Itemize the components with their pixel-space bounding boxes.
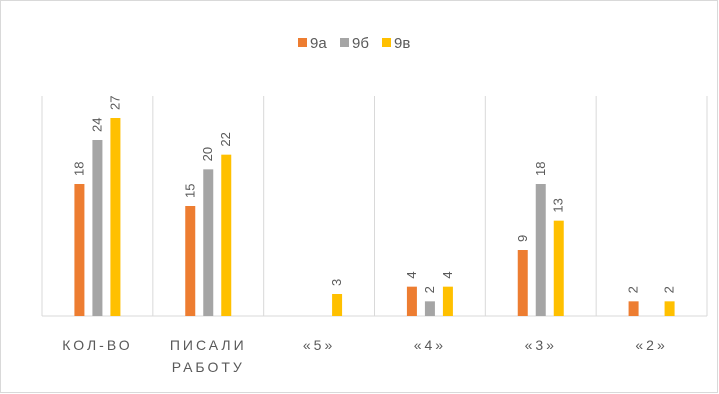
data-label: 24 [89, 118, 104, 132]
tick-label: «5» [303, 337, 335, 353]
bar [664, 301, 675, 316]
tick-label: «3» [525, 337, 557, 353]
data-label: 4 [404, 271, 419, 278]
data-label: 9 [515, 235, 530, 242]
legend-swatch [298, 38, 307, 47]
data-label: 22 [218, 132, 233, 146]
tick-label: «4» [414, 337, 446, 353]
bar [406, 286, 417, 316]
data-label: 18 [71, 162, 86, 176]
legend: 9а 9б 9в [298, 35, 410, 52]
bar [628, 301, 639, 316]
bar [185, 206, 196, 316]
legend-swatch [340, 38, 349, 47]
data-label: 20 [200, 147, 215, 161]
bar [221, 154, 232, 316]
data-label: 18 [533, 162, 548, 176]
bar [203, 169, 214, 316]
tick-label: ПИСАЛИ [170, 337, 247, 353]
data-label: 13 [551, 198, 566, 212]
data-label: 4 [440, 271, 455, 278]
legend-swatch [382, 38, 391, 47]
tick-label: РАБОТУ [172, 359, 245, 375]
data-label: 2 [422, 286, 437, 293]
bar [535, 184, 546, 316]
bar [442, 286, 453, 316]
data-label: 2 [662, 286, 677, 293]
bar [553, 220, 564, 316]
data-label: 3 [329, 279, 344, 286]
data-label: 15 [182, 184, 197, 198]
bar [110, 118, 121, 316]
bar [92, 140, 103, 316]
data-label: 2 [626, 286, 641, 293]
tick-label: «2» [635, 337, 667, 353]
bar [332, 294, 343, 316]
legend-label: 9а [310, 35, 327, 52]
data-label: 27 [107, 96, 122, 110]
legend-label: 9б [352, 35, 369, 52]
x-axis-tick-labels: КОЛ-ВО ПИСАЛИ РАБОТУ «5» «4» «3» «2» [62, 337, 667, 375]
grid-lines [41, 96, 708, 317]
tick-label: КОЛ-ВО [62, 337, 132, 353]
legend-label: 9в [394, 35, 410, 52]
bar [74, 184, 85, 316]
bar [424, 301, 435, 316]
bars [74, 118, 675, 316]
bar [517, 250, 528, 316]
